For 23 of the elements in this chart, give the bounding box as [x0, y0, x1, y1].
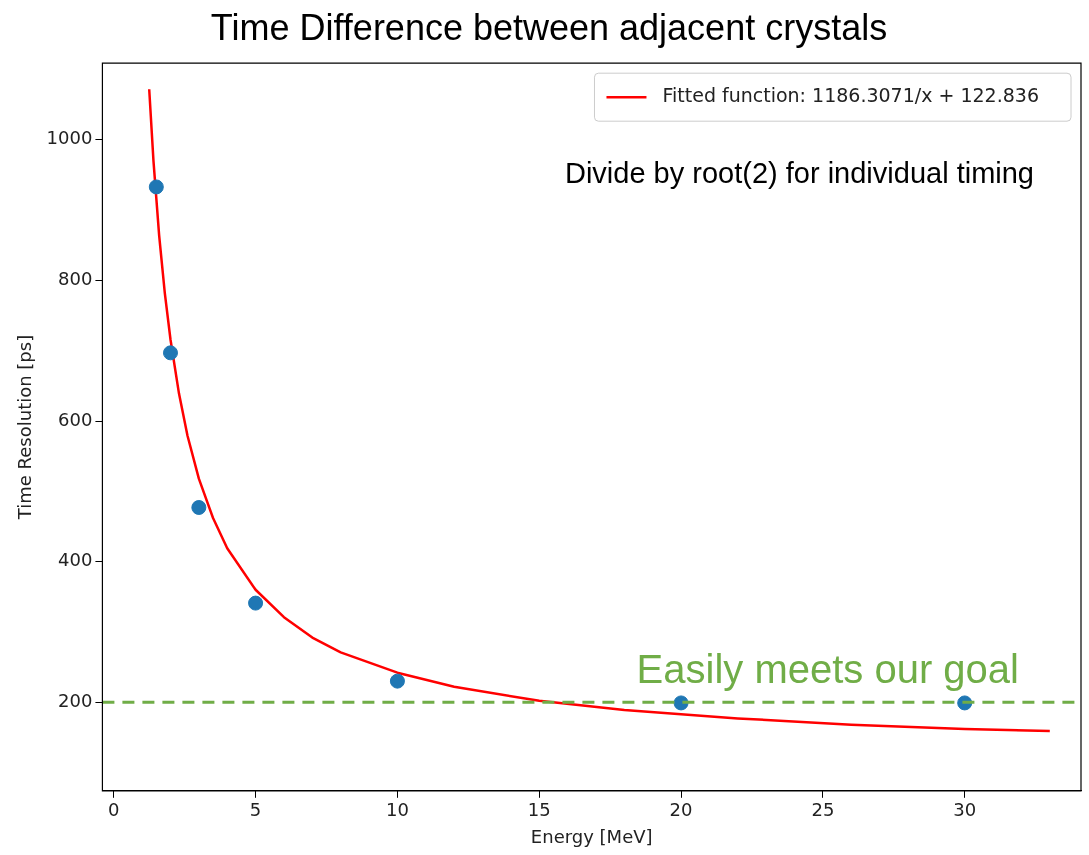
legend-label: Fitted function: 1186.3071/x + 122.836 — [662, 84, 1039, 107]
x-tick-label: 0 — [108, 799, 120, 821]
ref-line-label: Easily meets our goal — [636, 647, 1019, 692]
x-axis-title: Energy [MeV] — [530, 825, 653, 847]
x-tick-label: 5 — [249, 799, 262, 821]
point — [389, 673, 405, 689]
chart-title: Time Difference between adjacent crystals — [210, 6, 888, 48]
y-tick-label: 200 — [58, 689, 93, 711]
y-axis-title: Time Resolution [ps] — [14, 334, 36, 521]
y-tick-label: 800 — [58, 268, 93, 290]
x-tick-label: 30 — [953, 799, 977, 821]
x-tick-label: 20 — [669, 799, 693, 821]
annotation: Divide by root(2) for individual timing — [564, 157, 1034, 190]
y-tick-label: 400 — [58, 549, 93, 571]
y-tick-label: 600 — [58, 408, 93, 430]
point — [148, 179, 164, 195]
x-tick-label: 10 — [385, 799, 409, 821]
x-tick-label: 15 — [527, 799, 551, 821]
point — [191, 499, 207, 515]
x-tick-label: 25 — [811, 799, 835, 821]
y-tick-label: 1000 — [46, 127, 93, 149]
point — [162, 345, 178, 361]
point — [248, 595, 264, 611]
